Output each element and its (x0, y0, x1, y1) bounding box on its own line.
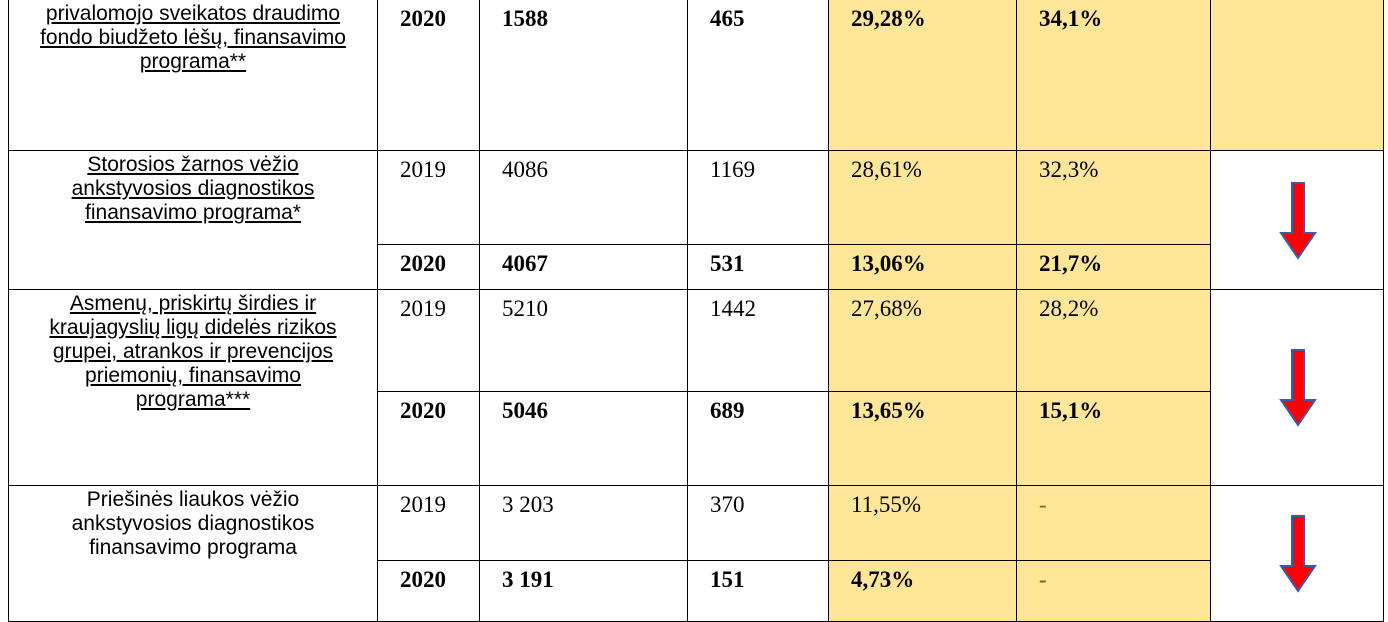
cell-p1: 13,06% (828, 244, 1017, 290)
cell-p1: 28,61% (828, 150, 1017, 245)
trend-cell (1210, 150, 1384, 290)
cell-a: 4086 (479, 150, 688, 245)
cell-b: 151 (687, 560, 829, 622)
cell-p1: 11,55% (828, 485, 1017, 561)
cell-p2: 28,2% (1016, 289, 1211, 392)
cell-a: 5210 (479, 289, 688, 392)
cell-b: 689 (687, 391, 829, 486)
cell-b: 370 (687, 485, 829, 561)
cell-p2: 21,7% (1016, 244, 1211, 290)
cell-year: 2020 (377, 244, 480, 290)
cell-b: 465 (687, 0, 829, 151)
trend-cell (1210, 0, 1384, 151)
program-name: privalomojo sveikatos draudimo fondo biu… (8, 0, 378, 151)
cell-year: 2019 (377, 289, 480, 392)
cell-a: 5046 (479, 391, 688, 486)
cell-year: 2020 (377, 391, 480, 486)
cell-a: 3 191 (479, 560, 688, 622)
cell-year: 2020 (377, 560, 480, 622)
cell-a: 4067 (479, 244, 688, 290)
cell-b: 531 (687, 244, 829, 290)
down-arrow (1278, 349, 1317, 427)
trend-cell (1210, 485, 1384, 622)
cell-a: 1588 (479, 0, 688, 151)
program-name: Priešinės liaukos vėžio ankstyvosios dia… (8, 485, 378, 622)
cell-p1: 29,28% (828, 0, 1017, 151)
cell-p2: 32,3% (1016, 150, 1211, 245)
trend-cell (1210, 289, 1384, 486)
cell-year: 2019 (377, 485, 480, 561)
down-arrow (1278, 515, 1317, 593)
cell-p2: - (1016, 560, 1211, 622)
cell-year: 2019 (377, 150, 480, 245)
cell-p2: 15,1% (1016, 391, 1211, 486)
cell-p1: 13,65% (828, 391, 1017, 486)
cell-p2: - (1016, 485, 1211, 561)
cell-a: 3 203 (479, 485, 688, 561)
program-name: Storosios žarnos vėžio ankstyvosios diag… (8, 150, 378, 290)
cell-b: 1442 (687, 289, 829, 392)
program-name: Asmenų, priskirtų širdies ir kraujagysli… (8, 289, 378, 486)
cell-b: 1169 (687, 150, 829, 245)
cell-p1: 27,68% (828, 289, 1017, 392)
cell-p2: 34,1% (1016, 0, 1211, 151)
down-arrow (1278, 181, 1317, 260)
cell-p1: 4,73% (828, 560, 1017, 622)
cell-year: 2020 (377, 0, 480, 151)
